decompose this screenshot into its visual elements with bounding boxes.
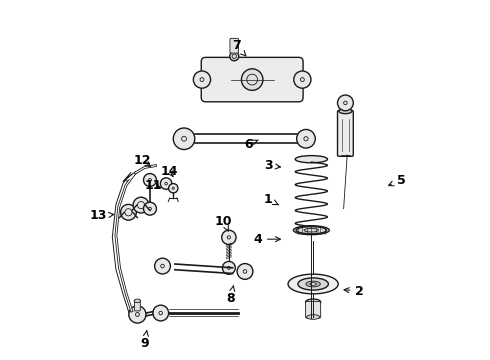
Text: 11: 11 bbox=[145, 179, 162, 192]
Ellipse shape bbox=[338, 95, 353, 111]
Ellipse shape bbox=[307, 315, 319, 319]
Text: 10: 10 bbox=[215, 215, 232, 231]
Ellipse shape bbox=[134, 299, 141, 303]
Ellipse shape bbox=[230, 52, 239, 61]
FancyBboxPatch shape bbox=[201, 57, 303, 102]
Text: 1: 1 bbox=[264, 193, 278, 206]
Ellipse shape bbox=[160, 178, 172, 189]
Circle shape bbox=[133, 197, 149, 213]
Ellipse shape bbox=[288, 274, 338, 294]
Circle shape bbox=[121, 204, 136, 220]
Text: 13: 13 bbox=[89, 210, 114, 222]
Ellipse shape bbox=[306, 299, 320, 305]
Text: 9: 9 bbox=[140, 331, 149, 350]
Text: 2: 2 bbox=[344, 285, 364, 298]
FancyBboxPatch shape bbox=[230, 39, 239, 53]
Ellipse shape bbox=[221, 230, 236, 244]
Ellipse shape bbox=[144, 202, 156, 215]
Ellipse shape bbox=[129, 306, 146, 323]
Text: 6: 6 bbox=[245, 138, 258, 150]
FancyBboxPatch shape bbox=[338, 111, 353, 156]
Text: 3: 3 bbox=[264, 159, 280, 172]
Ellipse shape bbox=[295, 156, 327, 163]
Text: 8: 8 bbox=[226, 286, 235, 305]
Ellipse shape bbox=[310, 283, 317, 285]
Text: 5: 5 bbox=[389, 174, 405, 186]
Ellipse shape bbox=[294, 226, 329, 235]
Ellipse shape bbox=[169, 184, 178, 193]
Ellipse shape bbox=[222, 261, 235, 274]
Ellipse shape bbox=[296, 226, 326, 234]
Ellipse shape bbox=[153, 305, 169, 321]
Ellipse shape bbox=[298, 278, 328, 290]
Ellipse shape bbox=[306, 281, 320, 287]
Ellipse shape bbox=[296, 130, 315, 148]
Ellipse shape bbox=[339, 109, 352, 114]
Text: 4: 4 bbox=[253, 233, 280, 246]
Ellipse shape bbox=[294, 71, 311, 88]
Text: 12: 12 bbox=[134, 154, 151, 167]
Ellipse shape bbox=[237, 264, 253, 279]
Ellipse shape bbox=[144, 174, 156, 186]
Ellipse shape bbox=[242, 69, 263, 90]
FancyBboxPatch shape bbox=[306, 302, 320, 318]
Text: 14: 14 bbox=[161, 165, 178, 177]
FancyBboxPatch shape bbox=[135, 301, 140, 311]
Text: 7: 7 bbox=[232, 39, 246, 56]
Ellipse shape bbox=[173, 128, 195, 149]
Ellipse shape bbox=[155, 258, 171, 274]
Ellipse shape bbox=[194, 71, 211, 88]
